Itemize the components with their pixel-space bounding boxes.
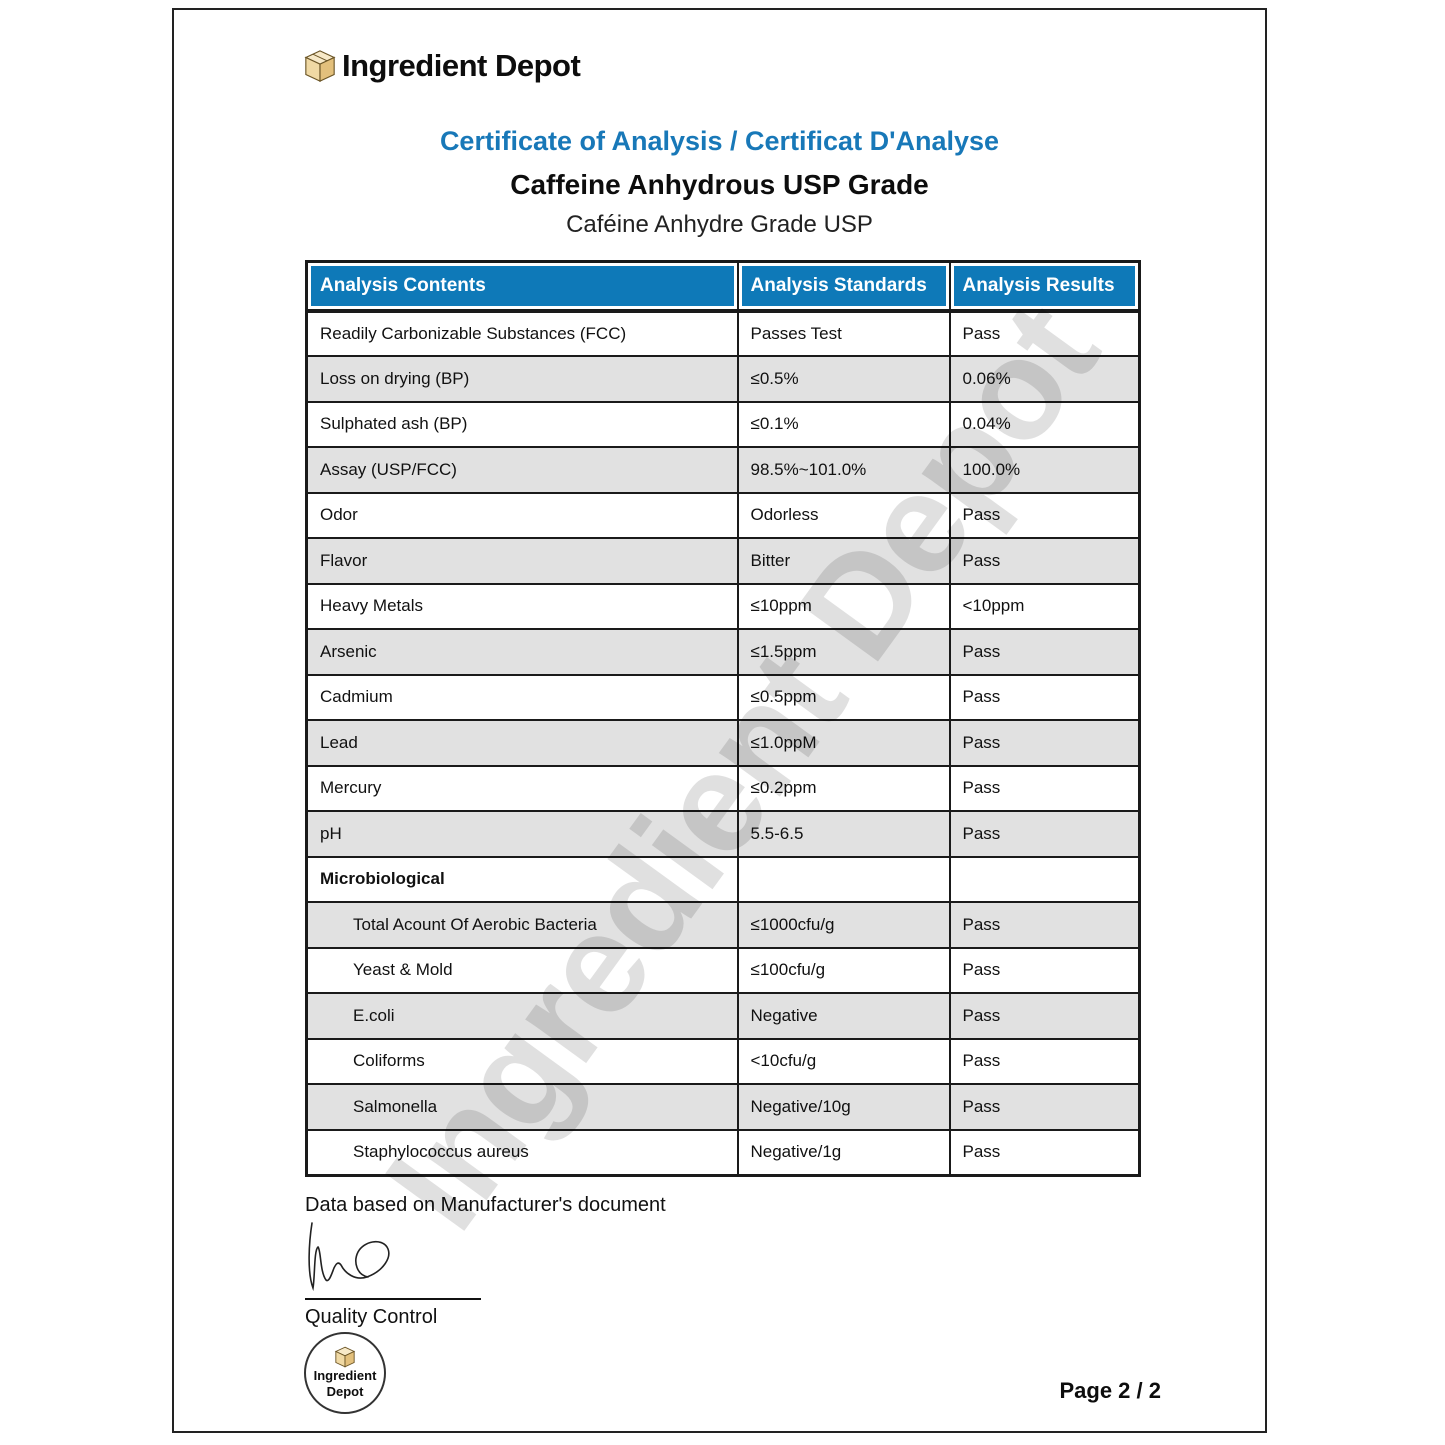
column-header: Analysis Results: [948, 260, 1141, 313]
cell-analysis-result: Pass: [948, 1037, 1141, 1085]
product-name-en: Caffeine Anhydrous USP Grade: [510, 169, 929, 200]
cell-analysis-content: Sulphated ash (BP): [305, 400, 739, 448]
cell-analysis-result: Pass: [948, 946, 1141, 994]
table-row: Yeast & Mold ≤100cfu/g Pass: [305, 946, 1141, 994]
cell-analysis-standard: ≤0.5%: [736, 355, 951, 403]
stamp-brand-line2: Depot: [326, 1384, 364, 1399]
table-row: Readily Carbonizable Substances (FCC) Pas…: [305, 309, 1141, 357]
cell-analysis-result: Pass: [948, 491, 1141, 539]
cell-analysis-standard: ≤0.2ppm: [736, 764, 951, 812]
table-row: pH 5.5-6.5 Pass: [305, 810, 1141, 858]
table-row: Lead ≤1.0ppM Pass: [305, 719, 1141, 767]
cell-analysis-result: Pass: [948, 810, 1141, 858]
cell-analysis-content: Yeast & Mold: [305, 946, 739, 994]
cell-analysis-standard: ≤1000cfu/g: [736, 901, 951, 949]
cell-analysis-content: Heavy Metals: [305, 582, 739, 630]
table-row: Flavor Bitter Pass: [305, 537, 1141, 585]
cell-analysis-standard: 98.5%~101.0%: [736, 446, 951, 494]
cell-analysis-result: 0.04%: [948, 400, 1141, 448]
cell-analysis-result: Pass: [948, 901, 1141, 949]
cell-analysis-content: Coliforms: [305, 1037, 739, 1085]
cell-analysis-content: Assay (USP/FCC): [305, 446, 739, 494]
cell-analysis-standard: ≤10ppm: [736, 582, 951, 630]
cell-analysis-result: Pass: [948, 1128, 1141, 1176]
cell-analysis-standard: ≤0.5ppm: [736, 673, 951, 721]
table-row: Loss on drying (BP) ≤0.5% 0.06%: [305, 355, 1141, 403]
manufacturer-note: Data based on Manufacturer's document: [305, 1194, 666, 1216]
cell-analysis-standard: [736, 855, 951, 903]
cell-analysis-standard: ≤1.0ppM: [736, 719, 951, 767]
product-name-fr: Caféine Anhydre Grade USP: [566, 211, 873, 238]
cell-analysis-content: Flavor: [305, 537, 739, 585]
table-row: Staphylococcus aureus Negative/1g Pass: [305, 1128, 1141, 1176]
cell-analysis-standard: Bitter: [736, 537, 951, 585]
cell-analysis-result: Pass: [948, 1083, 1141, 1131]
column-header: Analysis Contents: [305, 260, 739, 313]
table-row: Total Acount Of Aerobic Bacteria ≤1000cfu…: [305, 901, 1141, 949]
cell-analysis-result: <10ppm: [948, 582, 1141, 630]
table-row: Mercury ≤0.2ppm Pass: [305, 764, 1141, 812]
cell-analysis-content: Salmonella: [305, 1083, 739, 1131]
cell-analysis-result: Pass: [948, 719, 1141, 767]
cell-analysis-result: 100.0%: [948, 446, 1141, 494]
table-row: Coliforms <10cfu/g Pass: [305, 1037, 1141, 1085]
cell-analysis-content: Lead: [305, 719, 739, 767]
cell-analysis-content: Arsenic: [305, 628, 739, 676]
cell-analysis-result: Pass: [948, 309, 1141, 357]
signature-label: Quality Control: [305, 1306, 438, 1328]
cell-analysis-content: Readily Carbonizable Substances (FCC): [305, 309, 739, 357]
cell-analysis-standard: <10cfu/g: [736, 1037, 951, 1085]
cell-analysis-result: [948, 855, 1141, 903]
page-number: Page 2 / 2: [1059, 1378, 1161, 1403]
brand-name: Ingredient Depot: [342, 48, 581, 83]
table-row: Salmonella Negative/10g Pass: [305, 1083, 1141, 1131]
cell-analysis-result: Pass: [948, 673, 1141, 721]
box-icon: [334, 1347, 356, 1368]
analysis-table: Analysis Contents Analysis Standards Analy…: [305, 260, 1141, 1177]
cell-analysis-standard: ≤100cfu/g: [736, 946, 951, 994]
cell-analysis-content: Loss on drying (BP): [305, 355, 739, 403]
cell-analysis-result: Pass: [948, 764, 1141, 812]
stamp-brand-line1: Ingredient: [313, 1368, 377, 1384]
box-icon: [304, 50, 336, 83]
table-row: Assay (USP/FCC) 98.5%~101.0% 100.0%: [305, 446, 1141, 494]
table-row: Cadmium ≤0.5ppm Pass: [305, 673, 1141, 721]
cell-analysis-standard: Negative/1g: [736, 1128, 951, 1176]
cell-analysis-standard: Negative: [736, 992, 951, 1040]
table-row: Sulphated ash (BP) ≤0.1% 0.04%: [305, 400, 1141, 448]
table-row: E.coli Negative Pass: [305, 992, 1141, 1040]
cell-analysis-result: Pass: [948, 537, 1141, 585]
table-row: Odor Odorless Pass: [305, 491, 1141, 539]
column-header: Analysis Standards: [736, 260, 951, 313]
signature: [308, 1222, 390, 1292]
table-row: Microbiological: [305, 855, 1141, 903]
table-row: Heavy Metals ≤10ppm <10ppm: [305, 582, 1141, 630]
signature-line: [305, 1298, 481, 1300]
cell-analysis-content: Staphylococcus aureus: [305, 1128, 739, 1176]
cell-analysis-content: E.coli: [305, 992, 739, 1040]
brand-logo: Ingredient Depot: [303, 48, 581, 84]
cell-analysis-content: Microbiological: [305, 855, 739, 903]
cell-analysis-content: Cadmium: [305, 673, 739, 721]
company-stamp: Ingredient Depot: [304, 1332, 386, 1414]
certificate-title: Certificate of Analysis / Certificat D'A…: [439, 126, 1000, 156]
cell-analysis-result: Pass: [948, 628, 1141, 676]
cell-analysis-standard: Negative/10g: [736, 1083, 951, 1131]
cell-analysis-result: Pass: [948, 992, 1141, 1040]
cell-analysis-content: Total Acount Of Aerobic Bacteria: [305, 901, 739, 949]
analysis-table-body: Readily Carbonizable Substances (FCC) Pas…: [305, 309, 1141, 1176]
cell-analysis-content: Odor: [305, 491, 739, 539]
analysis-table-header-row: Analysis Contents Analysis Standards Analy…: [305, 260, 1141, 313]
cell-analysis-content: Mercury: [305, 764, 739, 812]
cell-analysis-standard: 5.5-6.5: [736, 810, 951, 858]
cell-analysis-standard: Odorless: [736, 491, 951, 539]
certificate-page: Ingredient Depot Certificate of Analysis…: [172, 8, 1267, 1433]
cell-analysis-content: pH: [305, 810, 739, 858]
cell-analysis-standard: ≤1.5ppm: [736, 628, 951, 676]
cell-analysis-standard: Passes Test: [736, 309, 951, 357]
cell-analysis-standard: ≤0.1%: [736, 400, 951, 448]
table-row: Arsenic ≤1.5ppm Pass: [305, 628, 1141, 676]
cell-analysis-result: 0.06%: [948, 355, 1141, 403]
